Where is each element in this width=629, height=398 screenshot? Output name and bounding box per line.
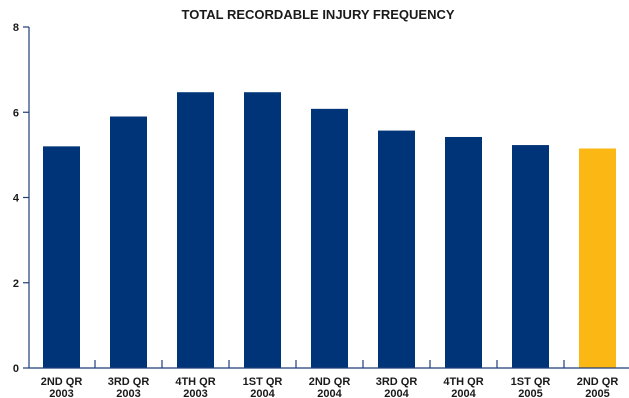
x-tick-label: 2ND QR 2004: [309, 376, 351, 398]
y-axis-ticks: 0 2 4 6 8: [13, 22, 29, 375]
y-tick-label: 0: [13, 363, 19, 375]
bar: [43, 146, 80, 368]
x-tick-label-line: 3RD QR: [108, 376, 150, 388]
x-tick-label-line: 2004: [451, 388, 476, 398]
y-tick-label: 2: [13, 278, 19, 290]
y-tick-label: 6: [13, 107, 19, 119]
chart-title: TOTAL RECORDABLE INJURY FREQUENCY: [181, 7, 454, 22]
x-tick-label-line: 2003: [116, 388, 140, 398]
x-tick-label: 3RD QR 2004: [376, 376, 418, 398]
x-tick-label: 2ND QR 2003: [41, 376, 83, 398]
x-tick-label: 1ST QR 2004: [243, 376, 283, 398]
x-tick-label-line: 2003: [49, 388, 73, 398]
y-tick-label: 4: [13, 193, 20, 205]
x-tick-label-line: 2004: [317, 388, 342, 398]
x-tick-label: 3RD QR 2003: [108, 376, 150, 398]
bars-group: [43, 92, 616, 368]
x-tick-label-line: 2005: [585, 388, 609, 398]
x-tick-label-line: 4TH QR: [443, 376, 483, 388]
bar: [311, 108, 348, 368]
x-tick-label: 4TH QR 2003: [175, 376, 215, 398]
x-tick-label-line: 2005: [518, 388, 542, 398]
bar: [579, 148, 616, 368]
bar: [378, 130, 415, 368]
bar: [445, 136, 482, 368]
x-tick-label-line: 2004: [384, 388, 409, 398]
bar: [512, 145, 549, 368]
x-tick-label-line: 1ST QR: [511, 376, 551, 388]
bar: [110, 116, 147, 368]
x-tick-label-line: 1ST QR: [243, 376, 283, 388]
x-tick-label-line: 4TH QR: [175, 376, 215, 388]
bar: [244, 92, 281, 368]
x-tick-label-line: 2ND QR: [577, 376, 619, 388]
x-tick-label: 1ST QR 2005: [511, 376, 551, 398]
x-tick-label-line: 3RD QR: [376, 376, 418, 388]
x-tick-label-line: 2004: [250, 388, 275, 398]
y-tick-label: 8: [13, 22, 19, 34]
x-tick-label: 2ND QR 2005: [577, 376, 619, 398]
x-tick-label-line: 2003: [183, 388, 207, 398]
x-tick-label-line: 2ND QR: [41, 376, 83, 388]
x-tick-label: 4TH QR 2004: [443, 376, 483, 398]
bar: [177, 92, 214, 368]
x-tick-label-line: 2ND QR: [309, 376, 351, 388]
